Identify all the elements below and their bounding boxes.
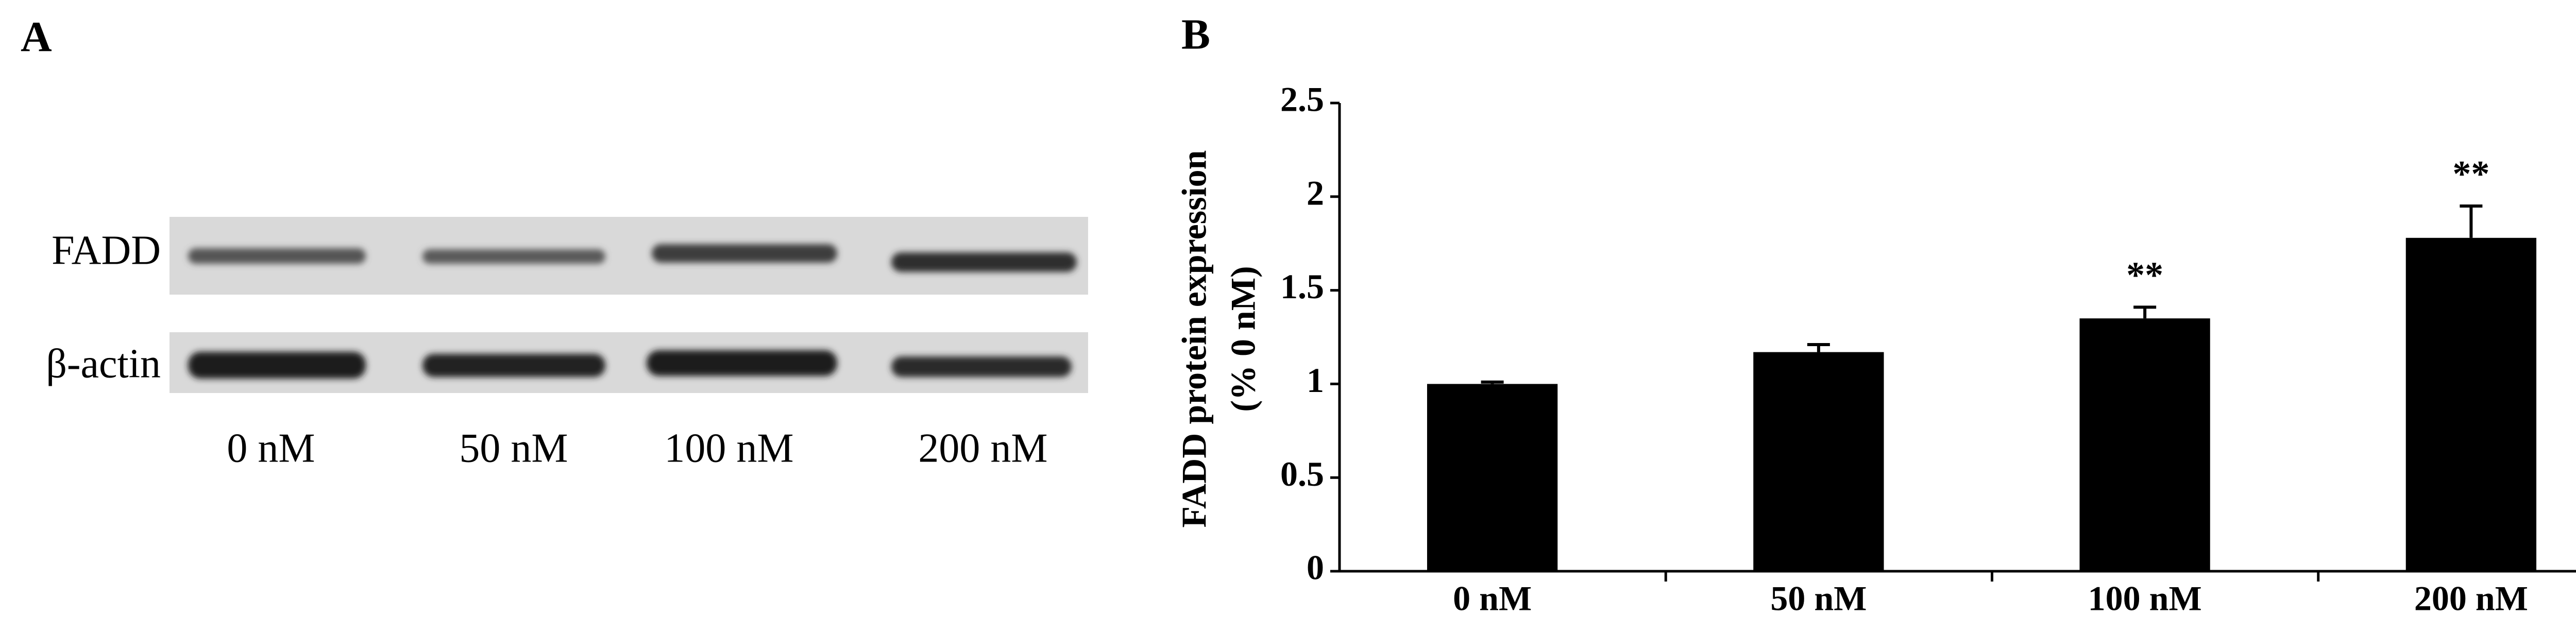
lane-label: 50 nM <box>459 425 568 471</box>
y-axis-label: (% 0 nM) <box>1224 266 1263 412</box>
y-tick-label: 1 <box>1307 361 1324 400</box>
x-tick-label: 100 nM <box>2088 579 2202 618</box>
y-tick-label: 0 <box>1307 548 1324 587</box>
panel-label: B <box>1181 10 1210 58</box>
y-tick-label: 0.5 <box>1280 454 1324 493</box>
bar <box>1427 384 1558 571</box>
error-bar <box>2133 305 2157 319</box>
error-bar <box>2460 204 2483 238</box>
row-label: FADD <box>52 228 161 273</box>
x-tick-label: 50 nM <box>1770 579 1867 618</box>
blot-bands <box>188 244 1077 379</box>
y-tick-label: 2 <box>1307 173 1324 212</box>
x-tick-label: 200 nM <box>2414 579 2528 618</box>
bar <box>1753 352 1884 571</box>
bar <box>2079 318 2210 571</box>
y-tick-label: 1.5 <box>1280 267 1324 306</box>
y-tick-label: 2.5 <box>1280 80 1324 119</box>
significance-label: ** <box>2126 254 2163 296</box>
lane-label: 100 nM <box>664 425 793 471</box>
row-label: β-actin <box>46 341 161 386</box>
error-bar <box>1807 343 1830 352</box>
x-tick-label: 0 nM <box>1453 579 1532 618</box>
lane-label: 0 nM <box>227 425 315 471</box>
y-axis-label: FADD protein expression <box>1175 150 1214 528</box>
lane-label: 200 nM <box>918 425 1047 471</box>
bar <box>2405 237 2537 571</box>
significance-label: ** <box>2452 153 2489 194</box>
error-bar <box>1481 380 1504 384</box>
panel-label: A <box>21 13 52 61</box>
